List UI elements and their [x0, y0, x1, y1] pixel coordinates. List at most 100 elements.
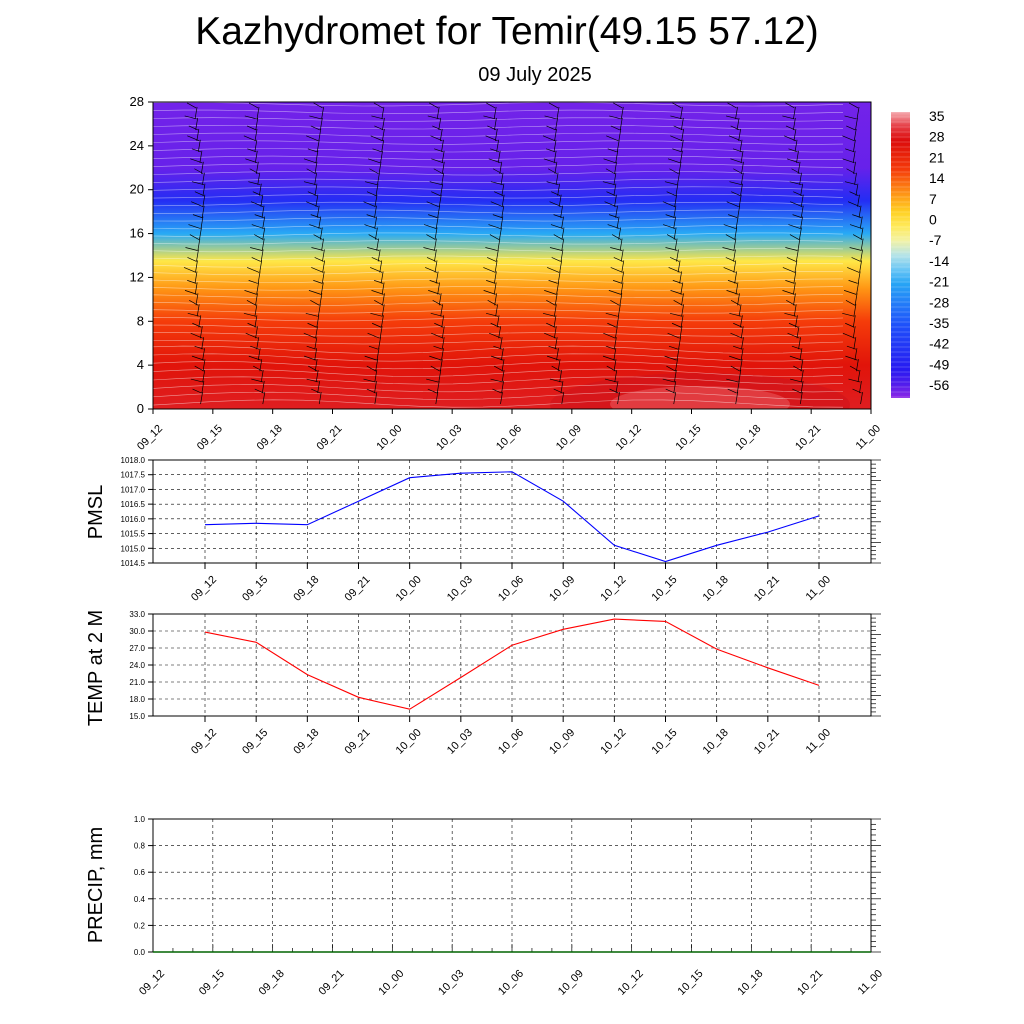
wind-barb-staff — [497, 150, 501, 163]
wind-barb-staff — [195, 293, 199, 306]
wind-barb-staff — [800, 205, 804, 218]
wind-barb-staff — [737, 293, 740, 306]
wind-barb-staff — [560, 381, 564, 394]
wind-barb-flag — [483, 290, 496, 295]
x-tick-label: 10_03 — [445, 574, 475, 604]
wind-barb-flag — [788, 322, 799, 328]
wind-barb-flag — [248, 280, 258, 284]
wind-barb-staff — [554, 293, 558, 306]
wind-barb-flag — [663, 224, 676, 229]
wind-barb-staff — [259, 359, 263, 372]
wind-barb-flag — [792, 214, 802, 218]
wind-barb-staff — [499, 337, 503, 350]
wind-barb-flag — [730, 365, 740, 372]
wind-barb-staff — [860, 391, 863, 405]
y-tick-label: 0.0 — [134, 948, 146, 957]
isotherm — [153, 194, 844, 199]
wind-barb-staff — [915, 326, 917, 338]
wind-barb-flag — [549, 247, 563, 251]
wind-barb-flag — [845, 322, 855, 328]
wind-barb-staff — [674, 194, 678, 207]
wind-barb-flag — [786, 158, 800, 164]
wind-barb-staff — [497, 238, 501, 251]
wind-barb-flag — [192, 388, 202, 394]
wind-barb-staff — [914, 206, 916, 218]
isotherm — [153, 240, 844, 245]
wind-barb-flag — [191, 148, 202, 153]
wind-barb-staff — [374, 205, 377, 218]
wind-barb-staff — [437, 282, 440, 295]
wind-barb-staff — [378, 161, 382, 174]
wind-barb-staff — [919, 129, 921, 141]
wind-barb-staff — [494, 117, 497, 130]
heatmap-y-tick-label: 12 — [130, 269, 144, 284]
wind-barb-staff — [738, 370, 742, 383]
wind-barb-flag — [184, 115, 197, 120]
warm-core-group — [550, 373, 850, 409]
wind-barb-flag — [248, 102, 259, 109]
wind-barb-staff — [618, 128, 622, 141]
wind-barb-staff — [741, 161, 744, 174]
wind-barb-staff — [673, 216, 677, 229]
wind-barb-flag — [314, 257, 324, 262]
wind-barb-staff — [498, 326, 502, 339]
heatmap-x-tick-label: 09_18 — [255, 423, 285, 453]
isotherm — [153, 332, 844, 337]
temperature-field — [153, 102, 871, 409]
wind-barb-flag — [370, 312, 383, 317]
wind-barb-flag — [673, 300, 683, 306]
wind-barb-staff — [917, 140, 919, 152]
wind-barb-staff — [200, 161, 204, 174]
y-tick-label: 1014.5 — [121, 559, 146, 568]
wind-barb-flag — [842, 332, 855, 339]
wind-barb-staff — [441, 326, 445, 339]
wind-barb-staff — [917, 315, 919, 327]
wind-barb-staff — [855, 183, 859, 196]
wind-barb-flag — [667, 332, 680, 339]
wind-barb-staff — [376, 348, 380, 361]
wind-barb-flag — [191, 201, 204, 207]
wind-barb-flag — [732, 148, 743, 153]
wind-barb-flag — [187, 257, 197, 262]
wind-barb-staff — [261, 381, 265, 394]
isotherm — [153, 155, 844, 161]
wind-barb-flag — [913, 257, 922, 261]
x-tick-label: 10_03 — [445, 727, 475, 757]
x-tick-label: 10_18 — [701, 574, 731, 604]
wind-barb-flag — [727, 280, 738, 284]
wind-barb-flag — [310, 125, 320, 131]
wind-barb-staff — [913, 359, 915, 371]
wind-barb-staff — [441, 172, 445, 185]
wind-barb-staff — [440, 304, 444, 317]
wind-barb-staff — [797, 161, 801, 174]
wind-barb-staff — [557, 359, 561, 372]
wind-barb-staff — [319, 293, 323, 306]
wind-barb-flag — [427, 115, 440, 120]
wind-barb-staff — [315, 370, 319, 383]
wind-barb-flag — [727, 388, 737, 394]
wind-barb-staff — [319, 227, 323, 240]
wind-barb-flag — [842, 158, 855, 164]
wind-barb-staff — [501, 381, 504, 394]
y-tick-label: 15.0 — [129, 712, 145, 721]
wind-barb-staff — [194, 271, 198, 284]
wind-barb-staff — [855, 117, 858, 130]
wind-barb-staff — [374, 216, 378, 229]
wind-barb-staff — [796, 326, 800, 339]
heatmap-x-tick-label: 10_18 — [733, 423, 763, 453]
x-tick-label: 10_21 — [752, 727, 782, 757]
isotherm — [153, 376, 844, 385]
wind-barb-staff — [681, 128, 685, 141]
wind-barb-flag — [913, 103, 922, 108]
wind-barb-staff — [200, 216, 204, 229]
x-tick-label: 10_03 — [436, 968, 466, 998]
wind-barb-staff — [262, 391, 266, 405]
colorbar-label: -49 — [929, 356, 949, 372]
wind-barb-staff — [501, 194, 505, 207]
wind-barb-staff — [618, 304, 621, 317]
y-tick-label: 1016.5 — [121, 500, 146, 509]
wind-barb-staff — [913, 370, 915, 382]
wind-barb-staff — [196, 128, 200, 141]
wind-barb-staff — [381, 106, 385, 120]
isotherm — [153, 109, 844, 115]
